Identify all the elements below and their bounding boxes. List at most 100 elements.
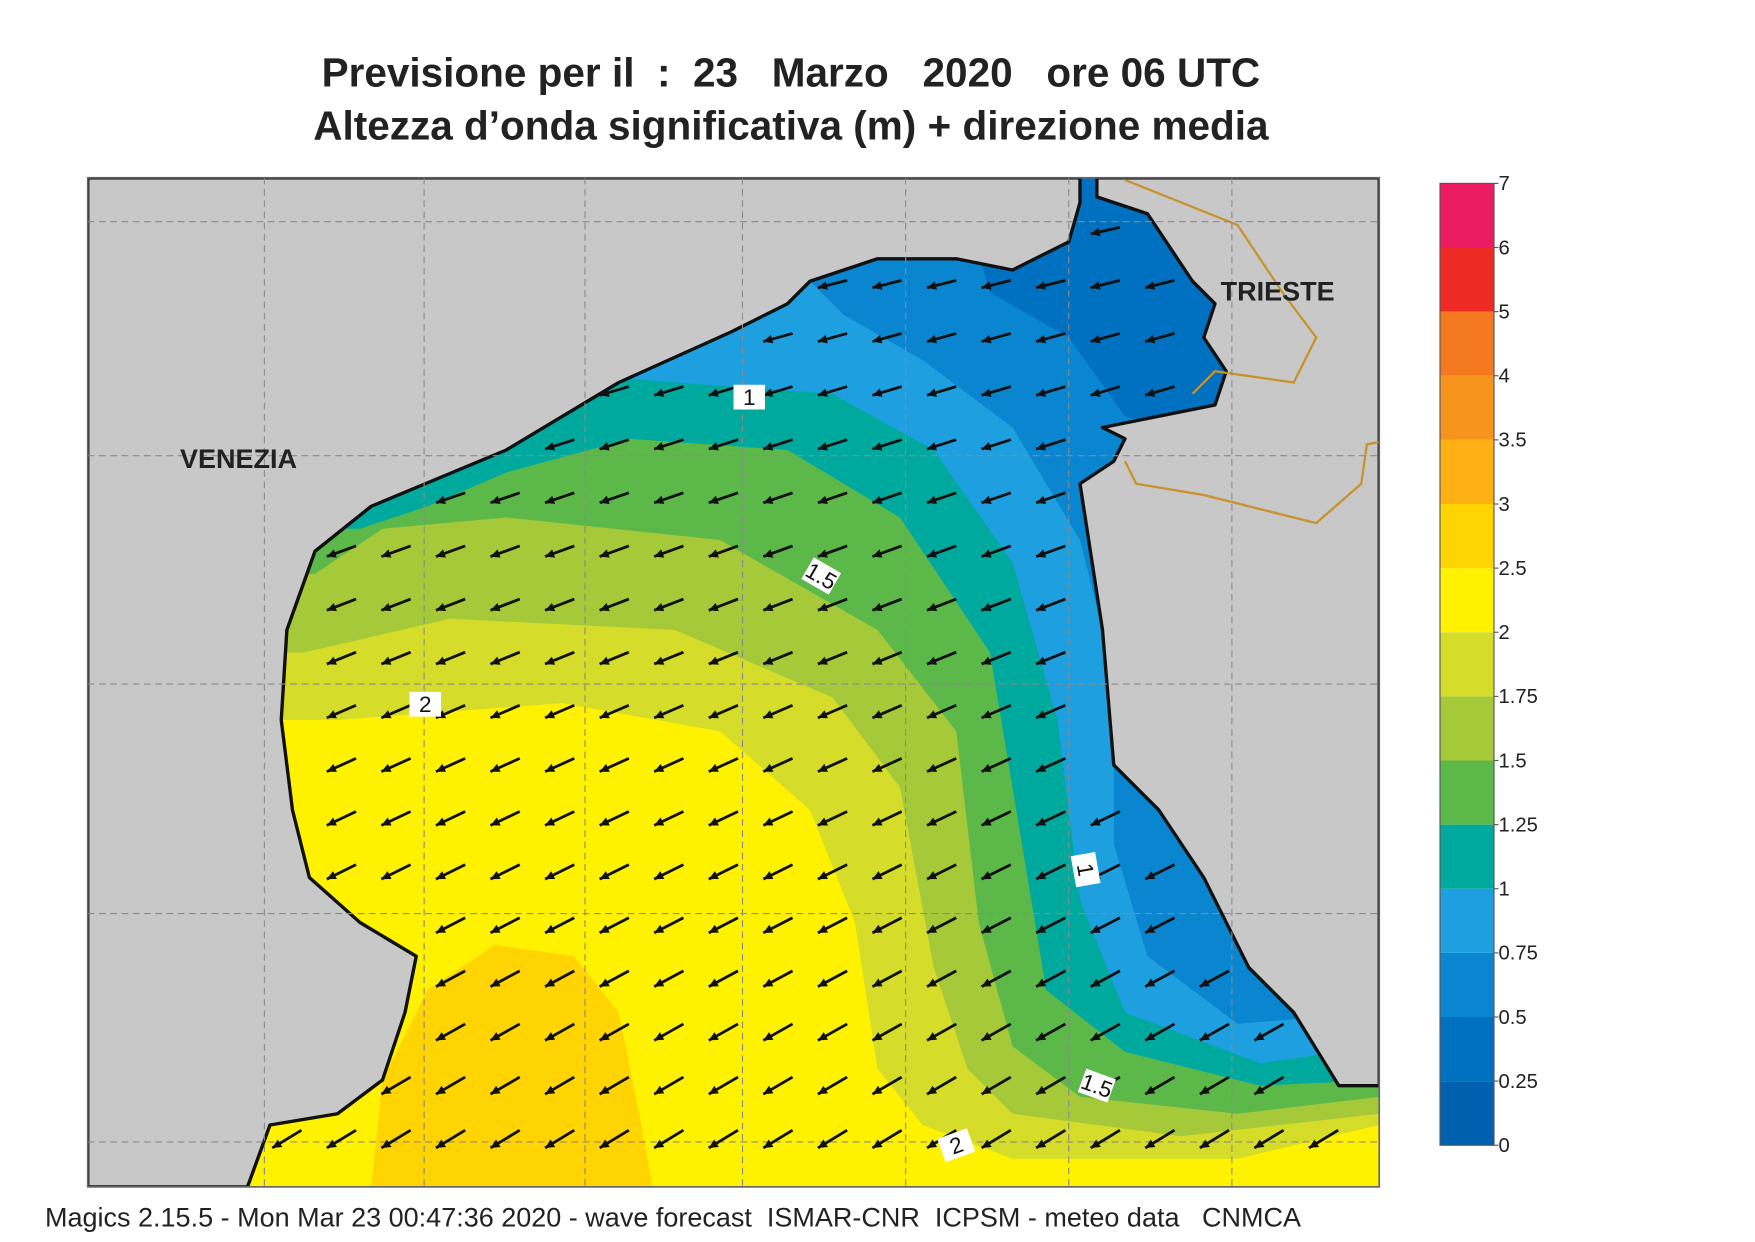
direction-arrow — [653, 650, 684, 666]
arrow-head — [817, 388, 828, 397]
direction-arrow — [599, 597, 630, 612]
arrow-head — [927, 334, 937, 344]
direction-arrow — [1144, 385, 1175, 397]
arrow-head — [872, 334, 883, 344]
arrow-head — [1036, 388, 1047, 397]
direction-arrow — [926, 969, 957, 988]
direction-arrow — [1144, 278, 1175, 290]
direction-arrow — [926, 757, 957, 773]
arrow-head — [872, 924, 883, 933]
direction-arrow — [598, 1075, 630, 1096]
arrow-head — [763, 334, 774, 344]
arrow-head — [763, 1139, 774, 1148]
contour-label-group: 1 — [733, 384, 765, 410]
arrow-head — [1090, 817, 1101, 826]
direction-arrow — [544, 1128, 576, 1150]
direction-arrow — [489, 969, 521, 988]
colorbar-label: 4 — [1499, 366, 1510, 388]
colorbar-label: 6 — [1499, 237, 1510, 259]
direction-arrow — [1089, 1022, 1121, 1042]
direction-arrow — [489, 810, 521, 827]
direction-arrow — [599, 438, 630, 451]
direction-arrow — [981, 491, 1012, 505]
arrow-head — [654, 763, 665, 772]
arrow-head — [545, 763, 556, 772]
arrow-head — [599, 817, 610, 826]
arrow-head — [599, 602, 610, 612]
arrow-head — [1090, 334, 1101, 344]
arrow-head — [1036, 442, 1047, 451]
arrow-head — [817, 710, 828, 719]
direction-arrow — [817, 810, 848, 827]
arrow-head — [872, 1032, 883, 1041]
direction-arrow — [599, 810, 630, 827]
direction-arrow — [762, 597, 794, 612]
arrow-head — [599, 763, 610, 772]
arrow-head — [927, 924, 938, 933]
direction-arrow — [817, 1075, 848, 1096]
colorbar-band — [1440, 311, 1494, 376]
direction-arrow — [871, 1128, 903, 1150]
arrow-head — [708, 924, 719, 933]
arrow-head — [763, 978, 774, 987]
colorbar-frame — [1439, 182, 1495, 1146]
arrow-head — [435, 871, 447, 880]
direction-arrow — [1144, 332, 1175, 344]
direction-arrow — [380, 1075, 412, 1096]
direction-arrow — [544, 650, 575, 666]
direction-arrow — [544, 757, 575, 773]
arrow-head — [981, 1139, 992, 1148]
arrow-head — [981, 495, 992, 505]
arrow-head — [654, 817, 665, 826]
arrow-head — [763, 763, 774, 772]
land — [87, 177, 1082, 1187]
direction-arrow — [708, 438, 739, 451]
arrow-head — [817, 334, 828, 344]
direction-arrow — [1144, 1075, 1176, 1096]
arrow-head — [545, 1032, 556, 1041]
direction-arrow — [1144, 916, 1176, 935]
direction-arrow — [653, 1075, 685, 1096]
arrow-head — [817, 871, 828, 880]
direction-arrow — [435, 597, 466, 612]
direction-arrow — [1090, 916, 1121, 935]
direction-arrow — [762, 1075, 794, 1096]
arrow-head — [817, 763, 828, 772]
contour-label: 2 — [419, 692, 432, 717]
arrow-head — [545, 924, 556, 933]
arrow-head — [817, 1139, 828, 1148]
arrow-head — [708, 1032, 719, 1041]
arrow-head — [872, 602, 883, 612]
arrow-head — [381, 602, 392, 612]
arrow-head — [381, 763, 392, 772]
direction-arrow — [817, 1022, 848, 1042]
arrow-head — [981, 924, 992, 933]
direction-arrow — [599, 650, 630, 666]
direction-arrow — [980, 1075, 1012, 1096]
direction-arrow — [326, 757, 357, 773]
direction-arrow — [817, 703, 848, 720]
direction-arrow — [1144, 1022, 1176, 1042]
arrow-head — [654, 656, 665, 665]
direction-arrow — [926, 491, 957, 505]
arrow-head — [763, 1085, 774, 1095]
contour-label-group: 2 — [937, 1128, 976, 1163]
arrow-head — [763, 710, 774, 719]
direction-arrow — [489, 597, 521, 612]
contour-label: 1 — [743, 385, 756, 410]
direction-arrow — [871, 544, 903, 558]
arrow-head — [326, 817, 337, 826]
arrow-head — [1090, 1139, 1101, 1148]
direction-arrow — [926, 916, 957, 935]
direction-arrow — [708, 385, 739, 397]
direction-arrow — [1253, 1022, 1285, 1042]
contour-label-bg — [937, 1128, 976, 1163]
direction-arrow — [653, 438, 684, 451]
direction-arrow — [435, 810, 466, 827]
direction-arrow — [762, 544, 794, 558]
arrow-head — [1090, 924, 1101, 933]
arrow-head — [545, 656, 556, 665]
place-label: VENEZIA — [180, 444, 297, 474]
arrow-head — [1090, 281, 1101, 290]
arrow-head — [1308, 1139, 1320, 1148]
